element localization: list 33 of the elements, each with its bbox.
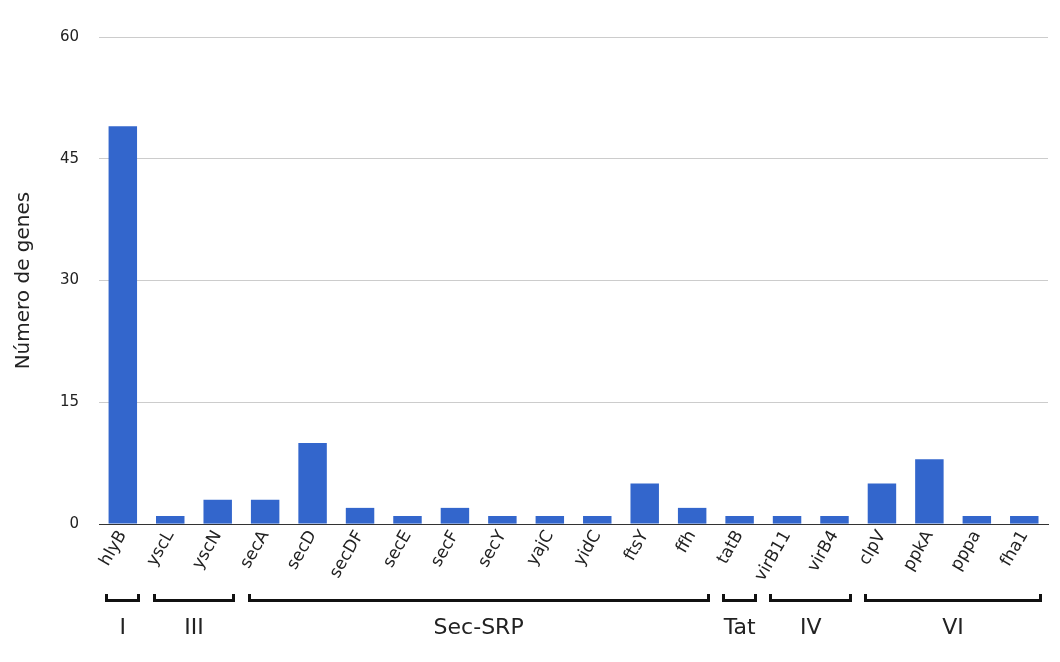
y-tick-label: 45 — [59, 148, 80, 167]
y-tick-label: 15 — [59, 392, 80, 411]
bar — [820, 515, 849, 524]
text: Tat — [723, 614, 756, 639]
text: Sec-SRP — [433, 614, 524, 639]
bar — [108, 126, 138, 524]
bar — [962, 515, 992, 524]
bar — [867, 483, 897, 524]
x-tick-label: ffh — [670, 526, 700, 556]
bar — [725, 515, 754, 524]
bar — [630, 483, 659, 524]
bar — [583, 515, 612, 524]
bar — [1010, 515, 1039, 524]
text: VI — [942, 614, 964, 639]
bar — [393, 515, 422, 524]
y-tick-label: 60 — [59, 26, 80, 45]
bar — [345, 507, 375, 524]
bar — [156, 515, 185, 524]
bar — [298, 442, 327, 524]
y-tick-label: 30 — [59, 270, 80, 289]
bar — [677, 507, 707, 524]
y-tick-label: 0 — [69, 514, 80, 532]
bar — [203, 499, 232, 524]
text: III — [184, 614, 204, 639]
bar — [915, 459, 944, 524]
bar — [772, 515, 802, 524]
bar — [535, 515, 565, 524]
bar — [488, 515, 517, 524]
bar — [250, 499, 280, 524]
text: I — [119, 614, 127, 639]
text: IV — [799, 614, 822, 639]
y-axis-title: Número de genes — [10, 191, 35, 370]
bar — [440, 507, 470, 524]
